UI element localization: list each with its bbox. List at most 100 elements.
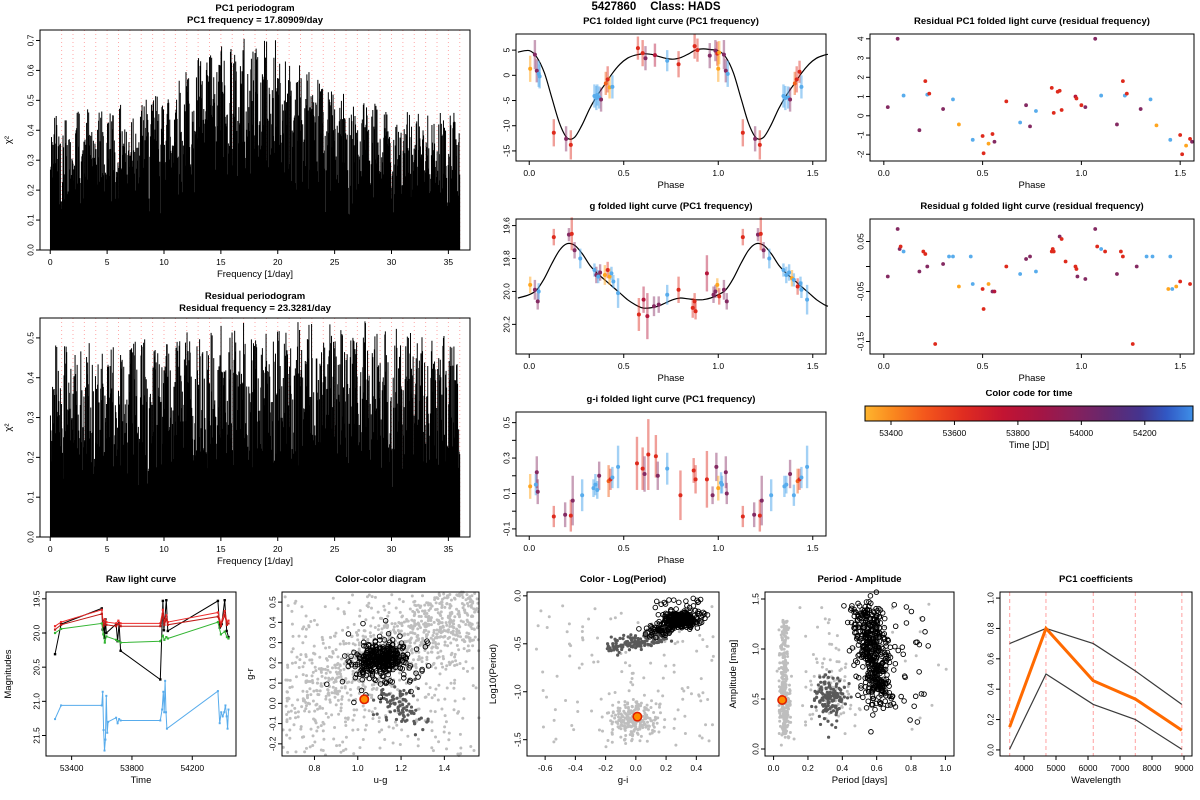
svg-text:0.0: 0.0 [878,168,890,178]
svg-text:0.3: 0.3 [26,154,36,166]
svg-text:Time [JD]: Time [JD] [1009,440,1049,451]
svg-text:20.5: 20.5 [32,659,42,676]
svg-text:3: 3 [856,55,866,60]
svg-text:53400: 53400 [60,763,84,773]
svg-text:54200: 54200 [1133,428,1157,438]
svg-text:0.4: 0.4 [690,763,702,773]
svg-text:0.0: 0.0 [630,763,642,773]
svg-text:15: 15 [216,257,226,267]
svg-text:0.1: 0.1 [502,487,512,499]
svg-text:4: 4 [856,36,866,41]
svg-text:-0.05: -0.05 [856,282,866,302]
svg-text:g folded light curve (PC1 freq: g folded light curve (PC1 frequency) [589,201,752,212]
svg-text:-0.1: -0.1 [502,521,512,536]
svg-text:5: 5 [105,544,110,554]
svg-text:0.0: 0.0 [878,361,890,371]
svg-text:0.5: 0.5 [977,361,989,371]
svg-text:20: 20 [273,257,283,267]
svg-text:-15: -15 [502,145,512,158]
svg-text:PC1 periodogram: PC1 periodogram [215,3,294,14]
panel-color-logperiod: -0.6 -0.4 -0.2 0.0 0.2 0.4 0.0 -0.5 -1.0 -1.5 Colo… [485,572,725,800]
svg-text:5: 5 [105,257,110,267]
svg-text:20.0: 20.0 [32,624,42,641]
svg-text:5: 5 [502,47,512,52]
svg-text:0.5: 0.5 [26,94,36,106]
svg-text:21.0: 21.0 [32,693,42,710]
svg-text:0.5: 0.5 [268,596,278,608]
svg-text:χ²: χ² [3,423,14,431]
svg-text:0.5: 0.5 [618,361,630,371]
svg-text:0.5: 0.5 [26,332,36,344]
svg-text:54000: 54000 [1070,428,1094,438]
svg-text:-1.0: -1.0 [513,684,523,699]
svg-text:Residual frequency = 23.3281/d: Residual frequency = 23.3281/day [179,303,332,314]
svg-text:-0.15: -0.15 [856,332,866,352]
svg-text:0.2: 0.2 [268,657,278,669]
svg-text:0.5: 0.5 [618,543,630,553]
svg-text:0.7: 0.7 [26,34,36,46]
panel-g-folded: 0.0 0.5 1.0 1.5 19.6 19.8 20.0 20.2 g folded lig… [480,195,832,390]
svg-text:1.0: 1.0 [712,543,724,553]
svg-text:20.0: 20.0 [502,283,512,300]
svg-text:15: 15 [216,544,226,554]
svg-text:Phase: Phase [658,555,685,566]
svg-text:-0.1: -0.1 [268,716,278,731]
svg-text:1.5: 1.5 [807,168,819,178]
svg-text:-1: -1 [856,131,866,139]
svg-text:0: 0 [48,257,53,267]
svg-text:35: 35 [444,257,454,267]
svg-text:0.2: 0.2 [26,451,36,463]
svg-text:-0.5: -0.5 [513,636,523,651]
svg-text:1.5: 1.5 [807,361,819,371]
panel-pc1-periodogram: 0 5 10 15 20 25 30 35 0.0 0.1 0.2 0.3 0.4 0.5 0.6 0.7 PC… [0,0,480,288]
svg-text:-0.2: -0.2 [268,736,278,751]
svg-text:-0.2: -0.2 [598,763,613,773]
svg-text:0.0: 0.0 [523,361,535,371]
class-label: Class: HADS [650,1,721,13]
svg-text:-1.5: -1.5 [513,732,523,747]
svg-text:χ²: χ² [3,136,14,144]
svg-text:-2: -2 [856,150,866,158]
svg-text:-10: -10 [502,119,512,132]
svg-text:0.4: 0.4 [268,616,278,628]
svg-text:0: 0 [856,113,866,118]
svg-text:Log10(Period): Log10(Period) [488,644,499,704]
svg-text:Residual PC1 folded light curv: Residual PC1 folded light curve (residua… [914,16,1150,27]
svg-text:54200: 54200 [180,763,204,773]
svg-text:53800: 53800 [120,763,144,773]
svg-text:g-r: g-r [245,668,256,680]
svg-text:g-i folded light curve (PC1 fr: g-i folded light curve (PC1 frequency) [587,394,756,405]
svg-text:Raw light curve: Raw light curve [106,574,176,585]
panel-color-color: 0.8 1.0 1.2 1.4 -0.2 -0.1 0.0 0.1 0.2 0.3 0.4 0.5 Co… [242,572,485,800]
svg-text:PC1 frequency = 17.80909/day: PC1 frequency = 17.80909/day [187,15,324,26]
svg-text:20.2: 20.2 [502,316,512,333]
svg-text:-5: -5 [502,96,512,104]
svg-text:35: 35 [444,544,454,554]
svg-text:Residual g folded light curve: Residual g folded light curve (residual … [920,201,1143,212]
svg-text:1.2: 1.2 [395,763,407,773]
svg-text:Phase: Phase [1019,373,1046,384]
svg-text:0: 0 [502,73,512,78]
svg-text:0.0: 0.0 [268,697,278,709]
svg-text:0.1: 0.1 [26,491,36,503]
svg-text:Magnitudes: Magnitudes [3,649,14,698]
panel-gi-folded: 0.0 0.5 1.0 1.5 0.5 0.3 0.1 -0.1 g-i folded ligh… [480,390,832,570]
svg-text:Color - Log(Period): Color - Log(Period) [580,574,667,585]
panel-raw-light-curve: 53400 53800 54200 19.5 20.0 20.5 21.0 21.5 Raw l… [0,572,242,800]
svg-text:25: 25 [330,544,340,554]
svg-text:0.05: 0.05 [856,233,866,250]
svg-text:1.0: 1.0 [352,763,364,773]
svg-text:0.4: 0.4 [26,372,36,384]
svg-text:Time: Time [131,775,152,786]
svg-text:25: 25 [330,257,340,267]
svg-text:20: 20 [273,544,283,554]
svg-text:0.8: 0.8 [309,763,321,773]
panel-residual-pc1-folded: 0.0 0.5 1.0 1.5 4 3 2 1 0 -1 -2 Residual PC1 folded… [832,12,1200,195]
panel-period-amplitude: 0.0 0.2 0.4 0.6 0.8 1.0 0.0 0.5 1.0 1.5 Period - A… [725,572,960,800]
svg-text:21.5: 21.5 [32,727,42,744]
svg-text:10: 10 [159,544,169,554]
svg-text:0.0: 0.0 [513,590,523,602]
svg-text:0.4: 0.4 [26,124,36,136]
svg-text:2: 2 [856,75,866,80]
